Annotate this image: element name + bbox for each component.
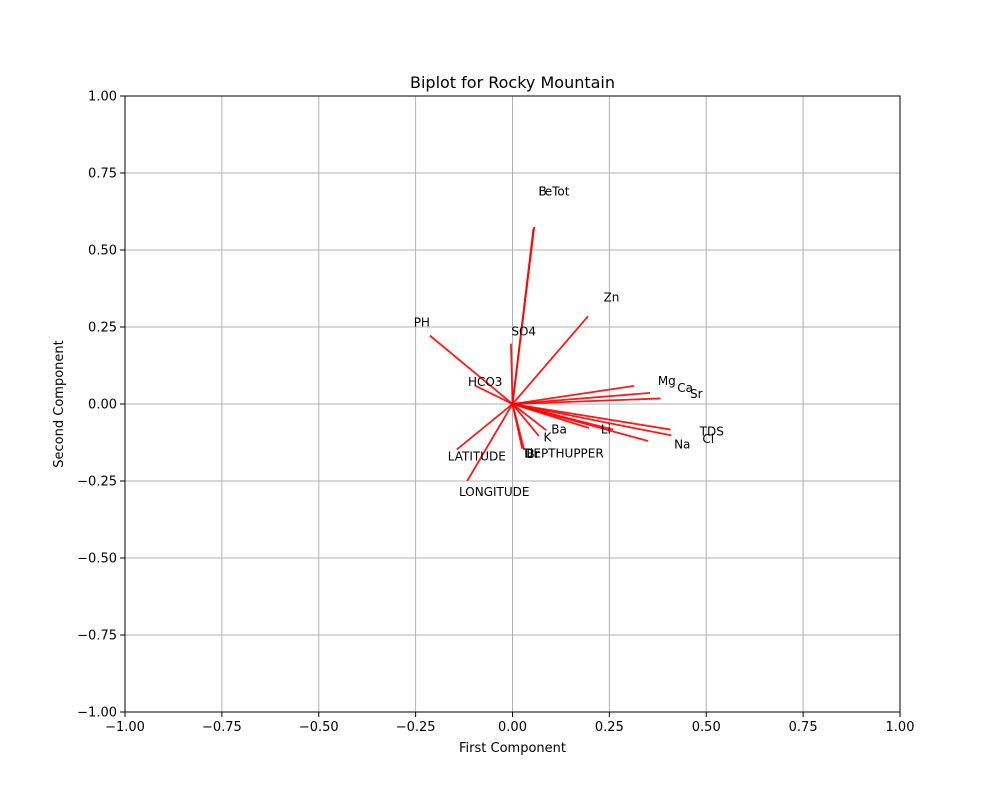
x-tick-label: 0.75	[789, 720, 818, 735]
vector-latitude	[456, 403, 514, 451]
y-tick-label: −0.75	[77, 629, 117, 644]
vector-label-b: B	[538, 184, 546, 198]
vector-zn	[511, 315, 589, 405]
y-tick-label: −0.50	[77, 552, 117, 567]
vector-hco3	[474, 384, 513, 405]
vector-label-ca: Ca	[677, 381, 693, 395]
vector-label-longitude: LONGITUDE	[459, 485, 529, 499]
x-tick-label: 0.00	[498, 720, 527, 735]
x-tick-label: −0.75	[202, 720, 242, 735]
x-tick-label: 1.00	[886, 720, 915, 735]
vector-ca	[512, 392, 651, 405]
vector-label-latitude: LATITUDE	[448, 449, 506, 463]
vector-label-tds: TDS	[699, 425, 724, 439]
vectors-layer	[429, 226, 672, 482]
vector-sr	[512, 397, 661, 405]
y-tick-label: −1.00	[77, 706, 117, 721]
vector-label-mg: Mg	[658, 374, 676, 388]
vector-k	[511, 403, 540, 437]
y-tick-label: 1.00	[88, 90, 117, 105]
vector-label-ba: Ba	[551, 423, 567, 437]
vector-li	[512, 403, 614, 431]
y-axis-label: Second Component	[52, 340, 67, 467]
ticks-layer: −1.00 −0.75 −0.50 −0.25 0.00 0.25 0.50 0.75 1.00…	[77, 90, 914, 736]
y-tick-label: 0.75	[88, 167, 117, 182]
y-tick-label: 0.50	[88, 244, 117, 259]
x-tick-label: 0.25	[595, 720, 624, 735]
vector-longitude	[466, 403, 514, 482]
vector-label-fetot: FeTot	[538, 184, 569, 198]
vector-label-li: Li	[601, 423, 611, 437]
vector-label-k: K	[544, 430, 553, 444]
x-axis-label: First Component	[459, 741, 566, 756]
vector-label-ph: PH	[414, 315, 430, 329]
y-tick-label: 0.25	[88, 321, 117, 336]
vector-fetot	[511, 226, 536, 405]
vector-ti	[511, 403, 524, 449]
chart-title: Biplot for Rocky Mountain	[410, 73, 615, 92]
vector-mg	[512, 384, 635, 405]
plot-frame	[124, 95, 901, 713]
vector-label-cl: Cl	[702, 432, 714, 446]
vector-label-so4: SO4	[511, 325, 536, 339]
vector-label-hco3: HCO3	[468, 375, 502, 389]
vector-label-ti: Ti	[522, 446, 533, 460]
vector-label-br: Br	[526, 447, 539, 461]
x-tick-label: −1.00	[105, 720, 145, 735]
y-tick-label: 0.00	[88, 398, 117, 413]
y-tick-label: −0.25	[77, 475, 117, 490]
vector-label-sr: Sr	[690, 387, 703, 401]
vector-label-na: Na	[674, 438, 690, 452]
x-tick-label: −0.25	[396, 720, 436, 735]
vector-cl	[512, 403, 672, 437]
x-tick-label: 0.50	[692, 720, 721, 735]
vector-tds	[512, 403, 671, 431]
vector-ph	[429, 334, 514, 405]
vector-depthupper	[512, 403, 590, 429]
vector-ba	[511, 403, 547, 431]
x-tick-label: −0.50	[299, 720, 339, 735]
vector-label-zn: Zn	[604, 291, 620, 305]
vector-so4	[510, 343, 514, 405]
vector-label-depthupper: DEPTHUPPER	[524, 446, 604, 460]
